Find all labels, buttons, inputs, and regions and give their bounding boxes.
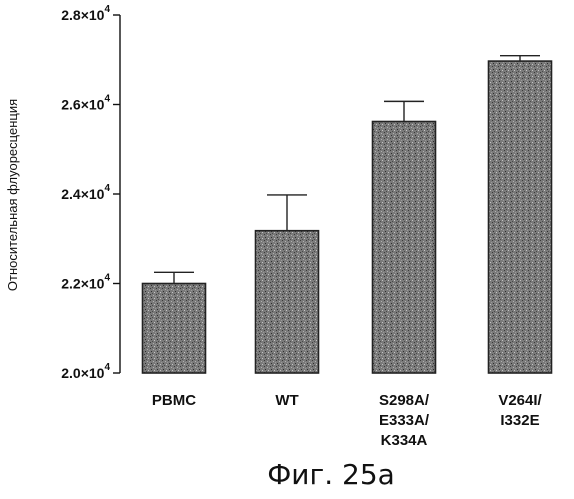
- category-label: K334A: [381, 432, 428, 449]
- y-axis-label: Относительная флуоресценция: [5, 99, 20, 291]
- bars: [143, 61, 552, 373]
- y-tick-mantissa: 2.2: [61, 276, 81, 292]
- bar: [256, 231, 319, 373]
- y-tick-mantissa: 2.6: [61, 97, 81, 113]
- y-tick-base: ×10: [81, 365, 105, 381]
- error-bars: [154, 56, 540, 284]
- y-tick-base: ×10: [81, 7, 105, 23]
- bar: [489, 61, 552, 373]
- category-label: E333A/: [379, 412, 430, 429]
- y-tick-mantissa: 2.0: [61, 365, 81, 381]
- y-tick-exponent: 4: [104, 94, 110, 105]
- y-tick-exponent: 4: [104, 183, 110, 194]
- y-tick-label: 2.8×104: [61, 4, 110, 23]
- y-tick-label: 2.0×104: [61, 362, 110, 381]
- y-tick-label: 2.2×104: [61, 273, 110, 292]
- bar: [373, 122, 436, 373]
- y-tick-exponent: 4: [104, 4, 110, 15]
- category-label: PBMC: [152, 392, 196, 409]
- y-tick-exponent: 4: [104, 273, 110, 284]
- y-tick-exponent: 4: [104, 362, 110, 373]
- y-tick-label: 2.4×104: [61, 183, 110, 202]
- bar: [143, 284, 206, 374]
- category-label: V264I/: [498, 392, 542, 409]
- y-tick-mantissa: 2.4: [61, 186, 81, 202]
- category-label: I332E: [500, 412, 539, 429]
- y-ticks: 2.0×1042.2×1042.4×1042.6×1042.8×104: [61, 4, 120, 381]
- category-label: WT: [275, 392, 298, 409]
- y-tick-base: ×10: [81, 186, 105, 202]
- category-label: S298A/: [379, 392, 430, 409]
- y-tick-base: ×10: [81, 276, 105, 292]
- y-tick-mantissa: 2.8: [61, 7, 81, 23]
- y-tick-base: ×10: [81, 97, 105, 113]
- category-labels: PBMC WT S298A/E333A/K334A V264I/I332E: [152, 392, 543, 449]
- y-tick-label: 2.6×104: [61, 94, 110, 113]
- figure-caption: Фиг. 25a: [267, 458, 395, 491]
